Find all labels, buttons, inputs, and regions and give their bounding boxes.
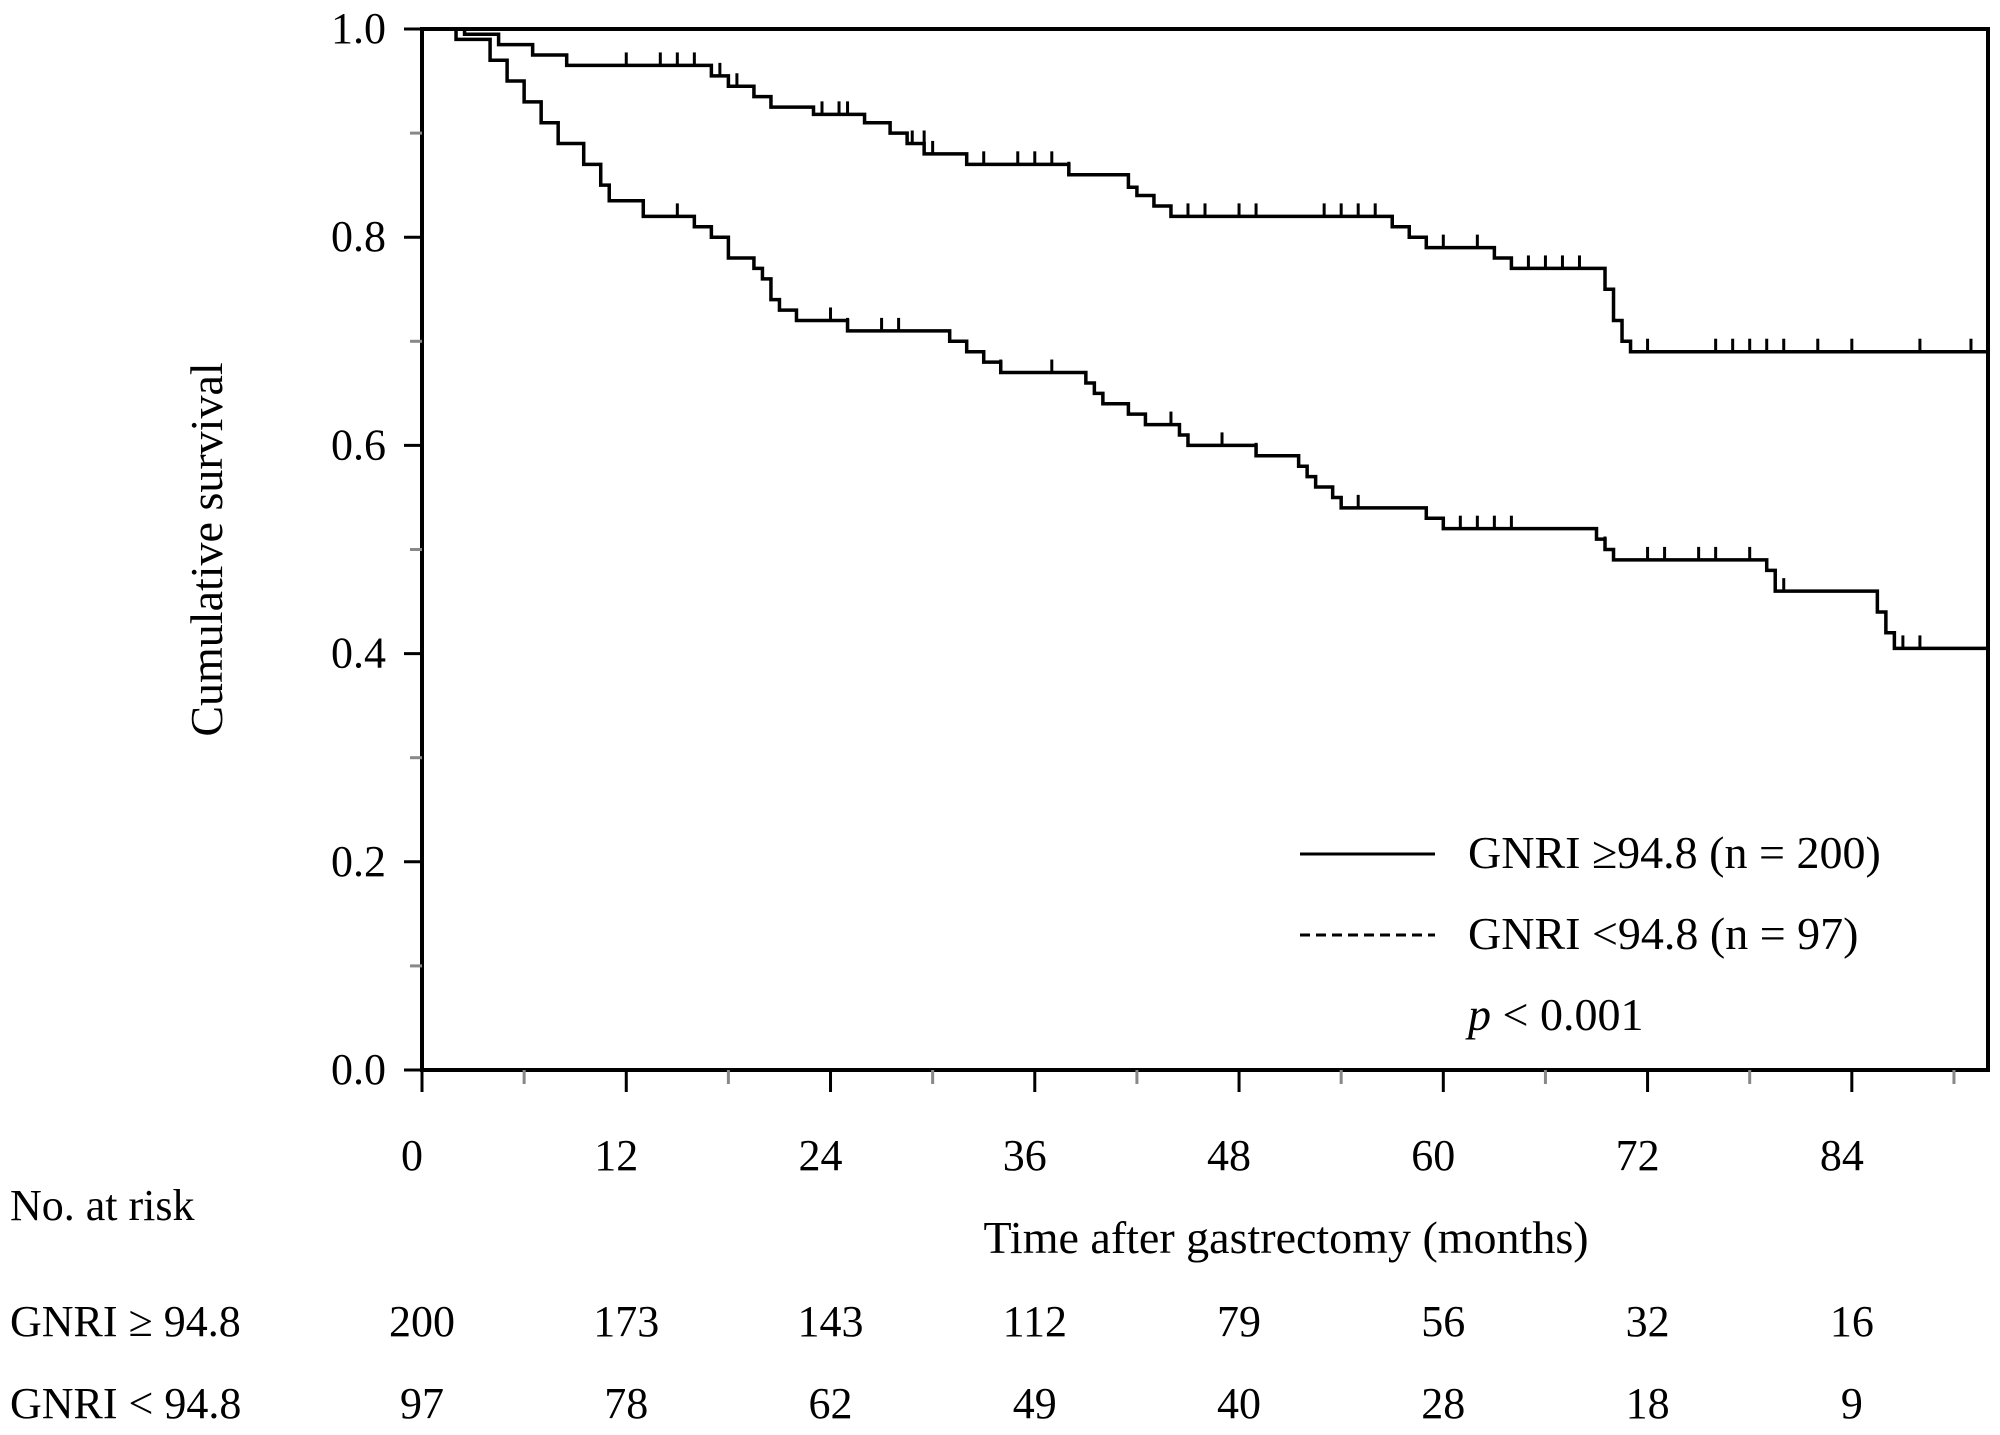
risk-value: 28 xyxy=(1421,1379,1465,1428)
risk-value: 9 xyxy=(1841,1379,1863,1428)
y-tick-label: 0.4 xyxy=(331,629,386,678)
risk-value: 78 xyxy=(604,1379,648,1428)
y-tick-label: 1.0 xyxy=(331,4,386,53)
x-axis-title: Time after gastrectomy (months) xyxy=(983,1212,1588,1263)
risk-value: 40 xyxy=(1217,1379,1261,1428)
x-tick-label: 72 xyxy=(1616,1131,1660,1180)
x-tick-label: 0 xyxy=(401,1131,423,1180)
risk-value: 32 xyxy=(1626,1297,1670,1346)
risk-value: 56 xyxy=(1421,1297,1465,1346)
y-tick-label: 0.8 xyxy=(331,212,386,261)
p-value-annotation: p < 0.001 xyxy=(1465,989,1643,1040)
risk-value: 112 xyxy=(1003,1297,1067,1346)
risk-value: 200 xyxy=(389,1297,455,1346)
risk-row-label-2: GNRI < 94.8 xyxy=(10,1379,241,1428)
risk-value: 143 xyxy=(798,1297,864,1346)
series-line-2 xyxy=(422,27,1988,651)
risk-value: 49 xyxy=(1013,1379,1057,1428)
x-tick-label: 24 xyxy=(799,1131,843,1180)
y-axis-title: Cumulative survival xyxy=(181,362,232,736)
series-line-1 xyxy=(422,27,1988,354)
risk-value: 173 xyxy=(593,1297,659,1346)
text-layer: 0.0 0.2 0.4 0.6 0.8 1.0 0 12 24 36 48 60 72 84 Cumulat… xyxy=(10,4,1881,1428)
risk-value: 79 xyxy=(1217,1297,1261,1346)
risk-value: 18 xyxy=(1626,1379,1670,1428)
risk-value: 97 xyxy=(400,1379,444,1428)
x-tick-label: 48 xyxy=(1207,1131,1251,1180)
legend-label-1: GNRI ≥94.8 (n = 200) xyxy=(1468,827,1881,878)
y-tick-label: 0.0 xyxy=(331,1045,386,1094)
y-tick-label: 0.6 xyxy=(331,420,386,469)
legend-label-2: GNRI <94.8 (n = 97) xyxy=(1468,908,1858,959)
y-tick-label: 0.2 xyxy=(331,837,386,886)
x-tick-label: 60 xyxy=(1411,1131,1455,1180)
risk-table-title: No. at risk xyxy=(10,1181,195,1230)
risk-value: 62 xyxy=(809,1379,853,1428)
risk-row-label-1: GNRI ≥ 94.8 xyxy=(10,1297,241,1346)
x-tick-label: 36 xyxy=(1003,1131,1047,1180)
x-tick-label: 84 xyxy=(1820,1131,1864,1180)
risk-value: 16 xyxy=(1830,1297,1874,1346)
x-tick-label: 12 xyxy=(594,1131,638,1180)
plot-layer xyxy=(404,27,1990,1092)
